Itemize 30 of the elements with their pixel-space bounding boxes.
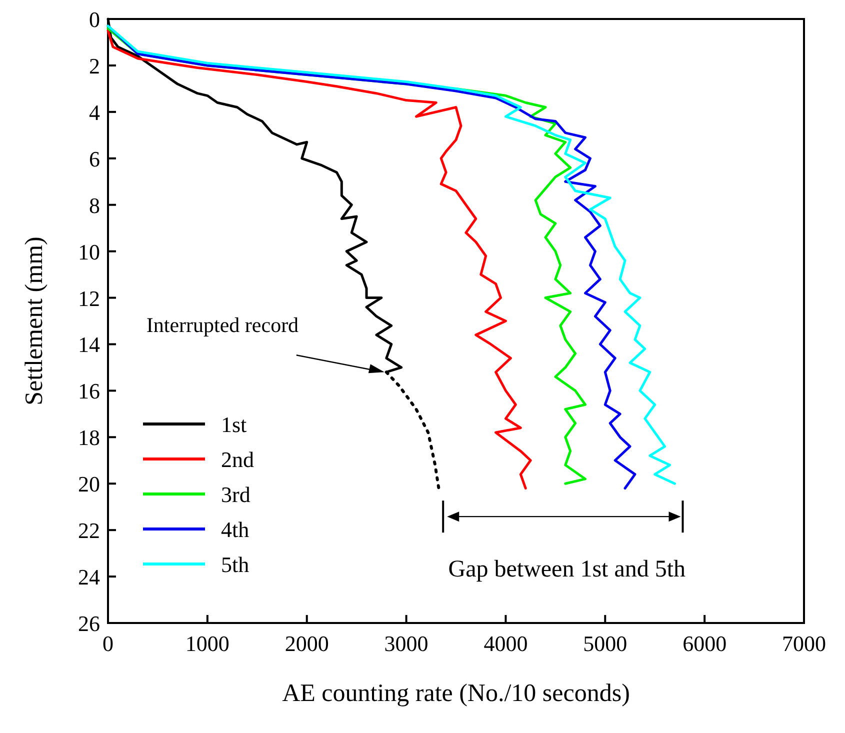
y-tick-label: 0 [89, 7, 100, 32]
x-tick-label: 3000 [384, 631, 428, 656]
y-tick-label: 8 [89, 192, 100, 218]
legend-label: 3rd [221, 482, 250, 507]
y-axis-title: Settlement (mm) [21, 236, 48, 406]
x-tick-label: 5000 [583, 631, 628, 656]
legend-label: 4th [221, 517, 250, 542]
x-tick-label: 7000 [782, 631, 826, 656]
legend-label: 5th [221, 552, 250, 577]
legend-label: 2nd [221, 447, 254, 472]
y-tick-label: 18 [78, 425, 100, 450]
y-tick-label: 24 [78, 564, 100, 590]
x-tick-label: 2000 [284, 631, 329, 656]
y-tick-label: 10 [78, 239, 100, 264]
y-tick-label: 2 [89, 53, 100, 78]
y-tick-label: 16 [78, 378, 100, 404]
y-tick-label: 20 [78, 472, 100, 497]
y-tick-label: 6 [89, 146, 100, 172]
y-tick-label: 14 [78, 332, 100, 358]
y-tick-label: 22 [78, 518, 100, 544]
y-tick-label: 4 [89, 100, 100, 125]
y-tick-label: 12 [78, 286, 100, 311]
annotation: Gap between 1st and 5th [448, 556, 686, 583]
x-tick-label: 4000 [484, 631, 528, 656]
x-axis-title: AE counting rate (No./10 seconds) [282, 680, 630, 707]
x-tick-label: 6000 [682, 631, 727, 656]
y-tick-label: 26 [78, 611, 100, 636]
legend-label: 1st [221, 412, 247, 437]
annotation: Interrupted record [146, 313, 300, 338]
x-tick-label: 1000 [185, 631, 230, 656]
